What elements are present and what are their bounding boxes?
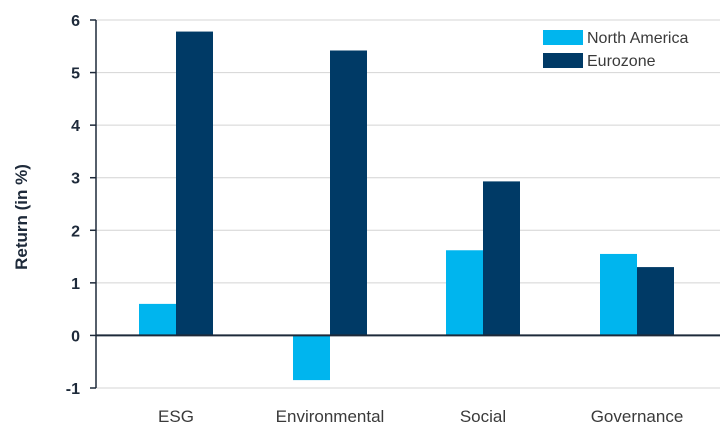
bar-eurozone-social (483, 181, 520, 336)
y-tick-label: 0 (71, 328, 80, 345)
y-tick-label: 5 (71, 66, 80, 83)
bar-north-america-esg (139, 303, 176, 336)
y-tick-label: 2 (71, 223, 80, 240)
x-tick-label-governance: Governance (591, 407, 684, 426)
y-tick-label: 6 (71, 13, 80, 30)
bar-eurozone-environmental (330, 50, 367, 336)
legend: North America Eurozone (540, 27, 718, 71)
legend-label-north-america: North America (587, 30, 688, 47)
y-axis-label: Return (in %) (12, 164, 31, 270)
bar-north-america-environmental (293, 335, 330, 381)
y-tick-label: 1 (71, 276, 80, 293)
x-tick-label-social: Social (460, 407, 506, 426)
y-tick-label: -1 (66, 381, 80, 398)
bar-eurozone-governance (637, 267, 674, 336)
x-tick-label-environmental: Environmental (276, 407, 385, 426)
x-tick-labels: ESG Environmental Social Governance (158, 407, 683, 426)
legend-label-eurozone: Eurozone (587, 53, 656, 70)
x-tick-label-esg: ESG (158, 407, 194, 426)
bar-north-america-governance (600, 253, 637, 336)
bars (139, 31, 674, 381)
y-tick-label: 3 (71, 171, 80, 188)
y-tick-label: 4 (71, 118, 80, 135)
axes (90, 19, 720, 389)
legend-swatch-eurozone (543, 53, 583, 68)
y-tick-labels: -1 0 1 2 3 4 5 6 (66, 13, 80, 398)
bar-north-america-social (446, 250, 483, 336)
bar-eurozone-esg (176, 31, 213, 336)
legend-swatch-north-america (543, 30, 583, 45)
